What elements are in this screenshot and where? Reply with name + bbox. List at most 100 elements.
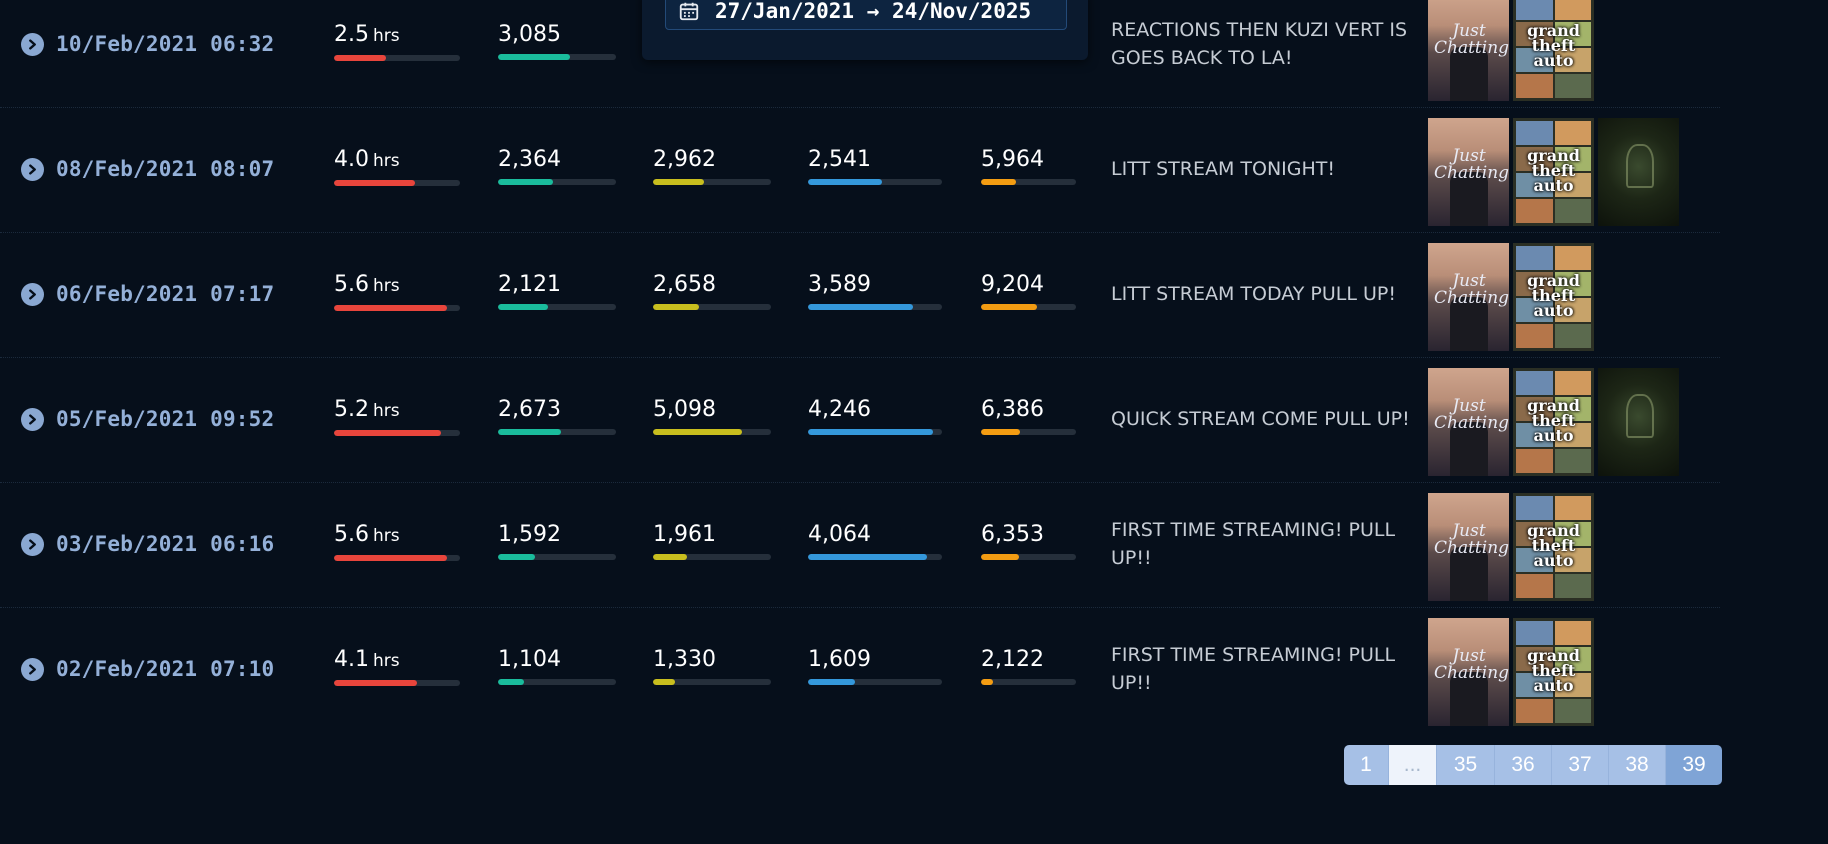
expand-chevron-icon[interactable]	[21, 658, 44, 681]
duration-value: 4.0	[334, 147, 369, 172]
game-thumbnail[interactable]	[1598, 118, 1679, 226]
stat-1-bar	[498, 54, 616, 60]
gta-logo: grand theft auto	[1527, 521, 1580, 570]
gta-v-thumbnail[interactable]: grand theft auto	[1513, 243, 1594, 351]
duration-bar-fill	[334, 305, 448, 311]
expand-chevron-icon[interactable]	[21, 33, 44, 56]
gta-v-thumbnail[interactable]: grand theft auto	[1513, 493, 1594, 601]
stat-2-bar-fill	[653, 304, 700, 310]
stat-2-bar	[653, 554, 771, 560]
duration-cell: 4.0 hrs	[334, 147, 460, 186]
stat-3-value: 4,246	[808, 397, 871, 422]
just-chatting-thumbnail[interactable]: Just Chatting	[1428, 368, 1509, 476]
gta-logo: grand theft auto	[1527, 146, 1580, 195]
stat-4-cell: 6,386	[981, 397, 1076, 435]
just-chatting-logo: Just Chatting	[1434, 271, 1509, 308]
stat-1-cell: 3,085	[498, 22, 616, 60]
just-chatting-thumbnail[interactable]: Just Chatting	[1428, 0, 1509, 101]
stat-1-bar-fill	[498, 554, 535, 560]
just-chatting-logo: Just Chatting	[1434, 146, 1509, 183]
stat-4-value: 6,386	[981, 397, 1044, 422]
duration-bar-fill	[334, 555, 448, 561]
stat-2-cell: 5,098	[653, 397, 771, 435]
stat-3-bar	[808, 304, 942, 310]
gta-v-thumbnail[interactable]: grand theft auto	[1513, 0, 1594, 101]
stat-1-bar-fill	[498, 304, 548, 310]
stat-4-bar	[981, 179, 1076, 185]
table-row[interactable]: 02/Feb/2021 07:10 4.1 hrs 1,104 1,330 1,609 2,…	[0, 608, 1720, 732]
stat-3-cell: 4,246	[808, 397, 942, 435]
stat-1-bar-fill	[498, 179, 554, 185]
stat-1-bar-fill	[498, 54, 570, 60]
table-row[interactable]: 05/Feb/2021 09:52 5.2 hrs 2,673 5,098 4,246 6,…	[0, 358, 1720, 483]
stat-3-bar-fill	[808, 304, 913, 310]
stat-4-bar-fill	[981, 429, 1020, 435]
stat-1-bar	[498, 429, 616, 435]
stat-1-cell: 1,104	[498, 647, 616, 685]
stream-title: LITT STREAM TODAY PULL UP!	[1111, 283, 1396, 305]
date-range-popover: 27/Jan/2021 → 24/Nov/2025	[642, 0, 1088, 60]
stat-3-bar-fill	[808, 429, 933, 435]
duration-bar	[334, 555, 460, 561]
stat-4-bar	[981, 429, 1076, 435]
table-row[interactable]: 08/Feb/2021 08:07 4.0 hrs 2,364 2,962 2,541 5,…	[0, 108, 1720, 233]
stat-4-cell: 6,353	[981, 522, 1076, 560]
just-chatting-thumbnail[interactable]: Just Chatting	[1428, 618, 1509, 726]
date-range-field[interactable]: 27/Jan/2021 → 24/Nov/2025	[665, 0, 1067, 30]
pagination-ellipsis: ...	[1389, 745, 1437, 785]
page-button[interactable]: 37	[1552, 745, 1609, 785]
stat-1-bar-fill	[498, 679, 524, 685]
game-thumbnail[interactable]	[1598, 368, 1679, 476]
duration-unit: hrs	[373, 401, 400, 421]
stream-title: FIRST TIME STREAMING! PULL UP!!	[1111, 644, 1396, 694]
page-button[interactable]: 1	[1344, 745, 1389, 785]
stat-2-bar-fill	[653, 179, 704, 185]
stream-date: 03/Feb/2021 06:16	[56, 532, 275, 556]
just-chatting-thumbnail[interactable]: Just Chatting	[1428, 493, 1509, 601]
page-button[interactable]: 35	[1437, 745, 1495, 785]
duration-bar	[334, 305, 460, 311]
duration-bar-fill	[334, 55, 386, 61]
stat-4-value: 5,964	[981, 147, 1044, 172]
stat-1-bar	[498, 179, 616, 185]
just-chatting-thumbnail[interactable]: Just Chatting	[1428, 243, 1509, 351]
stat-2-value: 2,962	[653, 147, 716, 172]
stat-4-value: 2,122	[981, 647, 1044, 672]
page-button[interactable]: 38	[1609, 745, 1666, 785]
table-row[interactable]: 06/Feb/2021 07:17 5.6 hrs 2,121 2,658 3,589 9,…	[0, 233, 1720, 358]
game-thumbnails: Just Chatting grand theft auto	[1428, 618, 1594, 726]
duration-cell: 4.1 hrs	[334, 647, 460, 686]
stat-4-cell: 2,122	[981, 647, 1076, 685]
stat-3-bar	[808, 554, 942, 560]
stat-1-cell: 2,364	[498, 147, 616, 185]
game-thumbnails: Just Chatting grand theft auto	[1428, 368, 1679, 476]
stat-2-value: 2,658	[653, 272, 716, 297]
expand-chevron-icon[interactable]	[21, 283, 44, 306]
date-range-end: 24/Nov/2025	[892, 0, 1032, 23]
expand-chevron-icon[interactable]	[21, 408, 44, 431]
duration-value: 5.2	[334, 397, 369, 422]
duration-bar	[334, 55, 460, 61]
duration-unit: hrs	[373, 276, 400, 296]
stream-date: 06/Feb/2021 07:17	[56, 282, 275, 306]
page-button[interactable]: 36	[1495, 745, 1552, 785]
game-thumbnails: Just Chatting grand theft auto	[1428, 243, 1594, 351]
stat-1-cell: 2,673	[498, 397, 616, 435]
just-chatting-thumbnail[interactable]: Just Chatting	[1428, 118, 1509, 226]
stat-4-value: 9,204	[981, 272, 1044, 297]
stat-1-bar-fill	[498, 429, 561, 435]
page-button[interactable]: 39	[1666, 745, 1722, 785]
stat-3-cell: 3,589	[808, 272, 942, 310]
gta-v-thumbnail[interactable]: grand theft auto	[1513, 618, 1594, 726]
stat-2-value: 1,961	[653, 522, 716, 547]
stream-date: 02/Feb/2021 07:10	[56, 657, 275, 681]
table-row[interactable]: 03/Feb/2021 06:16 5.6 hrs 1,592 1,961 4,064 6,…	[0, 483, 1720, 608]
stat-3-cell: 2,541	[808, 147, 942, 185]
expand-chevron-icon[interactable]	[21, 533, 44, 556]
expand-chevron-icon[interactable]	[21, 158, 44, 181]
table-row[interactable]: 10/Feb/2021 06:32 2.5 hrs 3,085 REACTIONS TH…	[0, 0, 1720, 108]
duration-value: 5.6	[334, 272, 369, 297]
duration-bar-fill	[334, 180, 415, 186]
gta-v-thumbnail[interactable]: grand theft auto	[1513, 118, 1594, 226]
gta-v-thumbnail[interactable]: grand theft auto	[1513, 368, 1594, 476]
